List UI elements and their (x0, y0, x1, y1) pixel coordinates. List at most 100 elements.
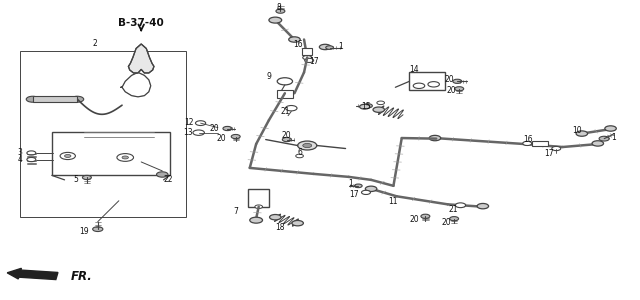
Text: 7: 7 (233, 207, 238, 216)
Circle shape (576, 131, 588, 136)
Text: 20: 20 (282, 131, 292, 140)
Circle shape (456, 203, 466, 208)
Circle shape (255, 205, 262, 208)
Circle shape (298, 141, 317, 150)
Text: 20: 20 (445, 75, 454, 84)
Circle shape (477, 203, 488, 209)
Text: 11: 11 (388, 197, 398, 206)
Circle shape (282, 137, 291, 142)
Text: 1: 1 (338, 42, 343, 51)
FancyArrow shape (7, 268, 58, 280)
Circle shape (428, 82, 440, 87)
Circle shape (364, 104, 372, 108)
Circle shape (27, 158, 36, 162)
Circle shape (117, 154, 134, 161)
Polygon shape (33, 96, 77, 102)
Circle shape (355, 184, 362, 188)
Text: 1: 1 (348, 179, 353, 188)
Circle shape (599, 136, 609, 141)
Bar (52, 132, 170, 176)
Circle shape (365, 186, 377, 191)
Text: 20: 20 (210, 124, 220, 133)
Circle shape (421, 214, 430, 218)
Bar (20, 52, 186, 217)
Text: 5: 5 (74, 176, 79, 184)
Bar (248, 189, 269, 207)
Circle shape (193, 130, 204, 135)
Circle shape (303, 143, 312, 148)
Circle shape (277, 78, 292, 85)
Circle shape (93, 227, 103, 232)
Text: 8: 8 (276, 3, 281, 12)
Circle shape (60, 152, 76, 160)
Polygon shape (532, 141, 548, 146)
Circle shape (195, 121, 205, 125)
Circle shape (429, 135, 441, 141)
Text: 3: 3 (17, 148, 22, 157)
Circle shape (360, 104, 370, 109)
Circle shape (71, 96, 84, 102)
Text: 17: 17 (349, 190, 358, 199)
Circle shape (523, 141, 532, 146)
Text: 2: 2 (93, 40, 97, 49)
Circle shape (592, 141, 604, 146)
Text: 13: 13 (183, 128, 193, 137)
Text: 20: 20 (442, 218, 451, 227)
Circle shape (269, 17, 282, 23)
Text: 19: 19 (79, 227, 88, 236)
Text: 1: 1 (611, 133, 616, 142)
Circle shape (305, 58, 314, 62)
Circle shape (319, 44, 331, 50)
Text: B-37-40: B-37-40 (118, 18, 164, 28)
Circle shape (65, 154, 71, 158)
Circle shape (122, 156, 129, 159)
Text: 21: 21 (280, 107, 290, 116)
Text: 21: 21 (448, 205, 458, 214)
Circle shape (453, 79, 462, 83)
Text: 4: 4 (17, 155, 22, 164)
Text: 15: 15 (361, 102, 371, 111)
Text: 16: 16 (523, 135, 532, 144)
Text: 9: 9 (266, 72, 271, 81)
Text: 17: 17 (309, 56, 319, 65)
Circle shape (413, 83, 425, 88)
Circle shape (223, 126, 232, 130)
Circle shape (289, 37, 300, 42)
Circle shape (455, 87, 464, 91)
Text: 14: 14 (410, 65, 419, 74)
Circle shape (157, 172, 168, 177)
Circle shape (26, 96, 39, 102)
Circle shape (285, 106, 297, 111)
Text: 6: 6 (297, 148, 302, 158)
Text: 17: 17 (544, 149, 554, 158)
Circle shape (450, 217, 459, 221)
Text: 10: 10 (572, 126, 582, 135)
Circle shape (605, 126, 616, 131)
Circle shape (296, 154, 303, 158)
Circle shape (83, 176, 92, 180)
Text: 20: 20 (447, 86, 456, 95)
Text: 12: 12 (184, 118, 194, 127)
Circle shape (326, 46, 333, 50)
Polygon shape (129, 44, 154, 73)
Bar (276, 90, 293, 98)
Polygon shape (302, 48, 312, 55)
Text: 22: 22 (163, 175, 173, 184)
Circle shape (373, 107, 385, 112)
Circle shape (231, 134, 240, 139)
Circle shape (362, 190, 371, 194)
Text: 20: 20 (216, 134, 226, 143)
Circle shape (27, 151, 36, 155)
Text: 20: 20 (410, 215, 419, 224)
Text: 18: 18 (276, 223, 285, 232)
Text: FR.: FR. (71, 270, 93, 284)
Circle shape (269, 214, 281, 220)
Circle shape (303, 56, 312, 60)
Circle shape (276, 9, 285, 13)
Circle shape (250, 217, 262, 223)
Text: 16: 16 (294, 40, 303, 50)
Circle shape (292, 220, 303, 226)
Circle shape (377, 101, 385, 105)
Bar (410, 72, 445, 90)
Circle shape (552, 146, 561, 151)
